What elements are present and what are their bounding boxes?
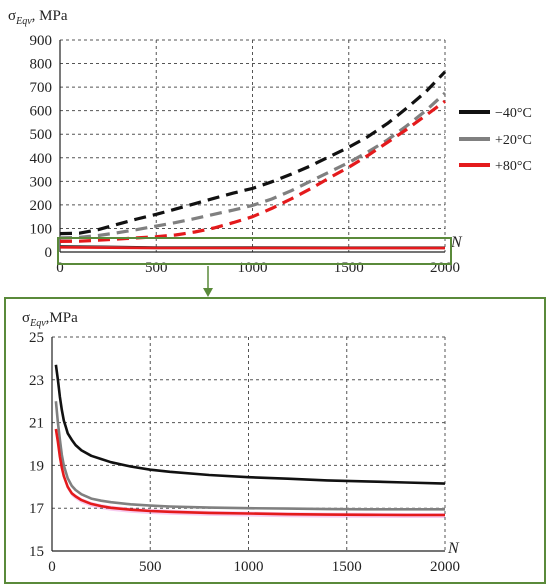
bottom-axes xyxy=(51,337,445,552)
top-grid xyxy=(60,39,446,252)
top-y-tick-labels: 0 100 200 300 400 500 600 700 800 900 xyxy=(30,33,53,261)
top-y-tick-label: 200 xyxy=(30,198,53,214)
top-y-tick-label: 600 xyxy=(30,104,53,120)
zoom-arrow-head xyxy=(203,288,213,297)
bottom-x-tick-label: 1500 xyxy=(332,559,362,575)
legend-label-plus80: +80°C xyxy=(495,159,532,174)
top-y-tick-label: 100 xyxy=(30,221,53,237)
top-y-tick-label: 400 xyxy=(30,151,53,167)
top-x-tick-labels: 0 500 1000 1500 2000 xyxy=(56,260,460,276)
bottom-y-tick-labels: 15 17 19 21 23 25 xyxy=(29,330,45,560)
legend-label-minus40: −40°C xyxy=(495,106,532,121)
top-x-axis-label: N xyxy=(450,234,463,251)
bottom-series-2-line xyxy=(54,428,445,517)
inset-panel-frame xyxy=(4,297,546,584)
bottom-series-0-line xyxy=(54,364,446,485)
top-x-tick-label: 2000 xyxy=(430,260,460,276)
bottom-x-tick-label: 2000 xyxy=(430,559,460,575)
top-y-tick-label: 800 xyxy=(30,57,53,73)
bottom-y-tick-label: 19 xyxy=(29,458,44,474)
bottom-series-1-line xyxy=(54,401,445,511)
top-chart: 0 500 1000 1500 2000 0 100 200 300 400 500 600 700 8… xyxy=(8,8,532,297)
bottom-y-tick-label: 23 xyxy=(29,373,44,389)
zoom-highlight-box xyxy=(57,237,452,265)
top-y-tick-label: 500 xyxy=(30,127,53,143)
top-series-1-line xyxy=(59,91,447,240)
bottom-x-axis-label: N xyxy=(447,540,460,557)
top-y-axis-label: σEqv, MPa xyxy=(8,8,68,27)
bottom-x-tick-label: 1000 xyxy=(234,559,264,575)
top-series-5-line xyxy=(59,246,445,250)
top-x-tick-label: 0 xyxy=(56,260,64,276)
top-x-tick-label: 500 xyxy=(145,260,168,276)
bottom-x-tick-labels: 0 500 1000 1500 2000 xyxy=(48,559,460,575)
top-y-tick-label: 700 xyxy=(30,80,53,96)
bottom-y-tick-label: 15 xyxy=(29,544,44,560)
top-y-tick-label: 900 xyxy=(30,33,53,49)
top-y-tick-label: 0 xyxy=(45,245,53,261)
bottom-y-axis-label: σEqv,MPa xyxy=(22,310,78,329)
top-x-tick-label: 1500 xyxy=(334,260,364,276)
legend-label-plus20: +20°C xyxy=(495,133,532,148)
top-x-tick-label: 1000 xyxy=(238,260,268,276)
top-series-0-line xyxy=(59,70,447,236)
bottom-y-tick-label: 21 xyxy=(29,416,44,432)
bottom-x-tick-label: 0 xyxy=(48,559,56,575)
bottom-y-tick-label: 25 xyxy=(29,330,44,346)
bottom-x-tick-label: 500 xyxy=(139,559,162,575)
legend: −40°C +20°C +80°C xyxy=(459,106,532,174)
bottom-series xyxy=(54,364,446,517)
bottom-chart: 0 500 1000 1500 2000 15 17 19 21 23 25 σEqv,MPa N xyxy=(22,310,460,575)
top-y-tick-label: 300 xyxy=(30,174,53,190)
top-axes xyxy=(59,40,445,253)
bottom-y-tick-label: 17 xyxy=(29,501,45,517)
